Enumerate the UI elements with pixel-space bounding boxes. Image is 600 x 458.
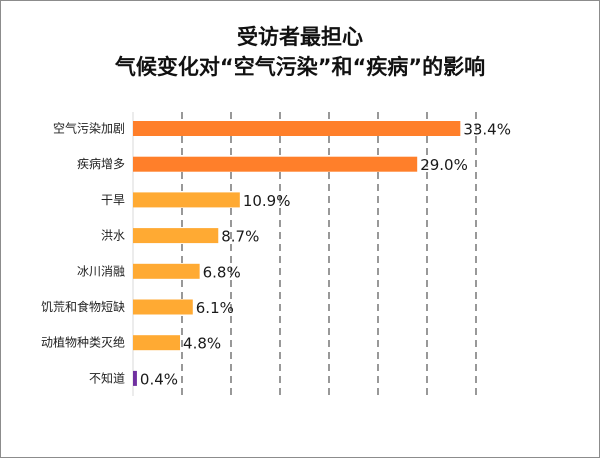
bar xyxy=(133,370,137,386)
chart-title: 受访者最担心 气候变化对“空气污染”和“疾病”的影响 xyxy=(0,22,600,82)
category-label: 洪水 xyxy=(101,229,125,243)
value-label: 8.7% xyxy=(221,228,259,246)
category-label: 冰川消融 xyxy=(77,264,125,278)
value-label: 0.4% xyxy=(140,370,178,388)
bar xyxy=(133,121,461,136)
bar xyxy=(133,263,200,279)
title-line-2: 气候变化对“空气污染”和“疾病”的影响 xyxy=(114,55,486,79)
bar xyxy=(133,335,181,351)
category-label: 空气污染加剧 xyxy=(53,121,125,136)
value-label: 29.0% xyxy=(420,156,468,174)
value-label: 33.4% xyxy=(463,121,511,139)
category-label: 干旱 xyxy=(101,193,125,207)
bar xyxy=(133,192,240,208)
bar xyxy=(133,228,219,244)
value-label: 6.8% xyxy=(203,263,241,281)
bar xyxy=(133,299,193,315)
category-label: 饥荒和食物短缺 xyxy=(41,299,125,314)
category-label: 不知道 xyxy=(89,371,125,385)
category-label: 动植物种类灭绝 xyxy=(41,335,125,350)
category-label: 疾病增多 xyxy=(77,156,125,171)
value-label: 6.1% xyxy=(196,299,234,317)
value-label: 4.8% xyxy=(183,335,221,353)
value-label: 10.9% xyxy=(243,192,291,210)
title-line-1: 受访者最担心 xyxy=(237,25,363,49)
bar xyxy=(133,156,418,172)
